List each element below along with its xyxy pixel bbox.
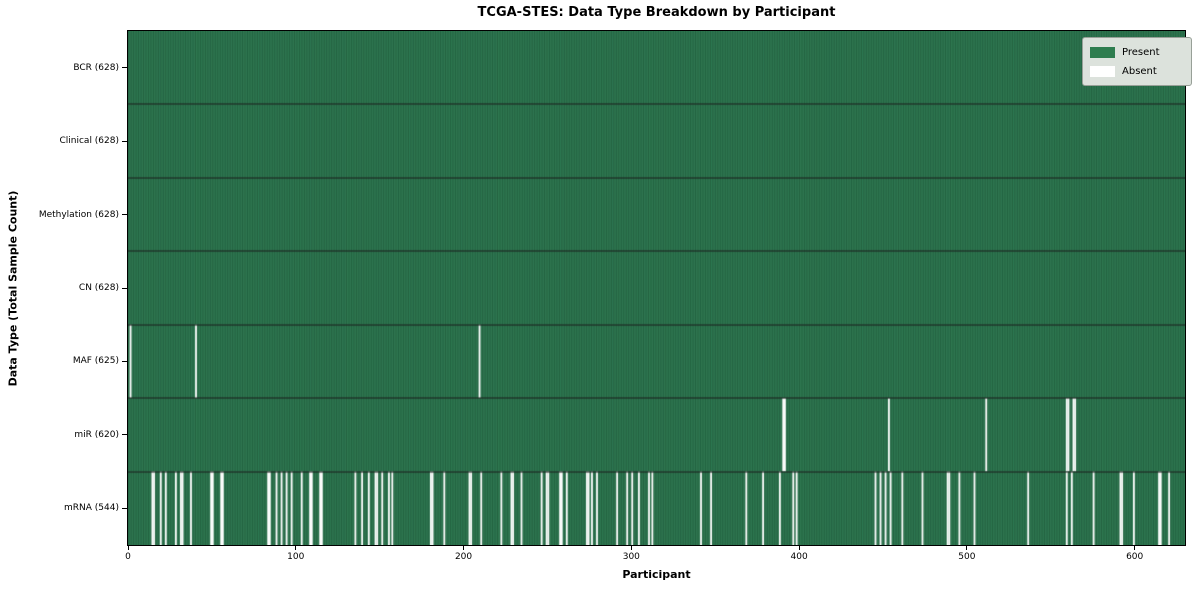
y-tick-mark bbox=[122, 507, 127, 509]
legend-entry-present: Present bbox=[1090, 43, 1184, 62]
y-tick-mark bbox=[122, 287, 127, 289]
x-axis-label: Participant bbox=[622, 568, 691, 581]
y-tick-label: miR (620) bbox=[74, 429, 119, 440]
x-tick-mark bbox=[798, 546, 800, 550]
plot-canvas bbox=[128, 31, 1185, 545]
x-tick-mark bbox=[127, 546, 129, 550]
plot-area bbox=[127, 30, 1186, 546]
x-tick-label: 500 bbox=[958, 552, 976, 562]
y-tick-mark bbox=[122, 140, 127, 142]
legend: Present Absent bbox=[1082, 37, 1192, 86]
y-tick-label: mRNA (544) bbox=[64, 503, 119, 514]
y-tick-mark bbox=[122, 214, 127, 216]
x-tick-label: 0 bbox=[125, 552, 131, 562]
legend-label-present: Present bbox=[1122, 47, 1160, 58]
present-swatch bbox=[1090, 47, 1115, 58]
y-tick-label: Methylation (628) bbox=[38, 209, 119, 220]
x-tick-label: 400 bbox=[790, 552, 808, 562]
y-tick-mark bbox=[122, 434, 127, 436]
y-tick-label: CN (628) bbox=[78, 283, 119, 293]
x-tick-mark bbox=[1134, 546, 1136, 550]
y-tick-mark bbox=[122, 360, 127, 362]
x-tick-mark bbox=[295, 546, 297, 550]
y-tick-mark bbox=[122, 67, 127, 69]
x-tick-mark bbox=[966, 546, 968, 550]
y-tick-label: BCR (628) bbox=[73, 62, 119, 73]
x-tick-label: 200 bbox=[454, 552, 473, 562]
x-tick-label: 600 bbox=[1126, 552, 1144, 562]
legend-entry-absent: Absent bbox=[1090, 62, 1184, 81]
absent-swatch bbox=[1090, 66, 1115, 77]
x-tick-label: 100 bbox=[287, 552, 305, 562]
chart-title: TCGA-STES: Data Type Breakdown by Partic… bbox=[477, 5, 836, 20]
legend-label-absent: Absent bbox=[1122, 66, 1157, 77]
y-tick-label: MAF (625) bbox=[72, 356, 119, 367]
y-tick-label: Clinical (628) bbox=[59, 136, 119, 147]
x-tick-mark bbox=[463, 546, 465, 550]
x-tick-label: 300 bbox=[622, 552, 640, 562]
x-tick-mark bbox=[630, 546, 632, 550]
